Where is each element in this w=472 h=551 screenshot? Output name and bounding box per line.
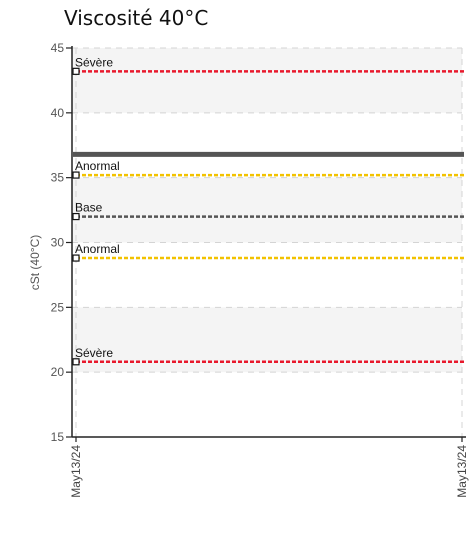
y-tick-label: 40 bbox=[51, 106, 65, 120]
x-tick-labels: May13/24 May13/24 bbox=[69, 445, 469, 498]
reference-marker bbox=[72, 67, 80, 75]
reference-marker bbox=[72, 254, 80, 262]
reference-label: Sévère bbox=[75, 346, 113, 360]
y-tick-label: 30 bbox=[51, 236, 65, 250]
y-tick-label: 25 bbox=[51, 300, 65, 314]
y-tick-label: 35 bbox=[51, 171, 65, 185]
reference-label: Base bbox=[75, 201, 103, 215]
y-tick-label: 20 bbox=[51, 365, 65, 379]
background-band bbox=[72, 48, 462, 113]
reference-lines: Sévère Anormal Base Anormal Sévère bbox=[72, 55, 464, 366]
x-tick-label: May13/24 bbox=[455, 445, 469, 498]
y-tick-label: 15 bbox=[51, 430, 65, 444]
reference-marker bbox=[72, 358, 80, 366]
y-axis-label: cSt (40°C) bbox=[28, 235, 42, 290]
chart-title: Viscosité 40°C bbox=[64, 6, 209, 30]
y-tick-label: 45 bbox=[51, 41, 65, 55]
reference-marker bbox=[72, 171, 80, 179]
y-tick-labels: 15 20 25 30 35 40 45 bbox=[51, 41, 65, 444]
grid-lines bbox=[72, 47, 463, 437]
reference-label: Anormal bbox=[75, 242, 120, 256]
background-band bbox=[72, 177, 462, 243]
reference-label: Anormal bbox=[75, 159, 120, 173]
x-tick-label: May13/24 bbox=[69, 445, 83, 498]
reference-marker bbox=[72, 212, 80, 221]
reference-label: Sévère bbox=[75, 55, 113, 69]
background-bands bbox=[72, 48, 462, 373]
axes bbox=[66, 46, 466, 442]
